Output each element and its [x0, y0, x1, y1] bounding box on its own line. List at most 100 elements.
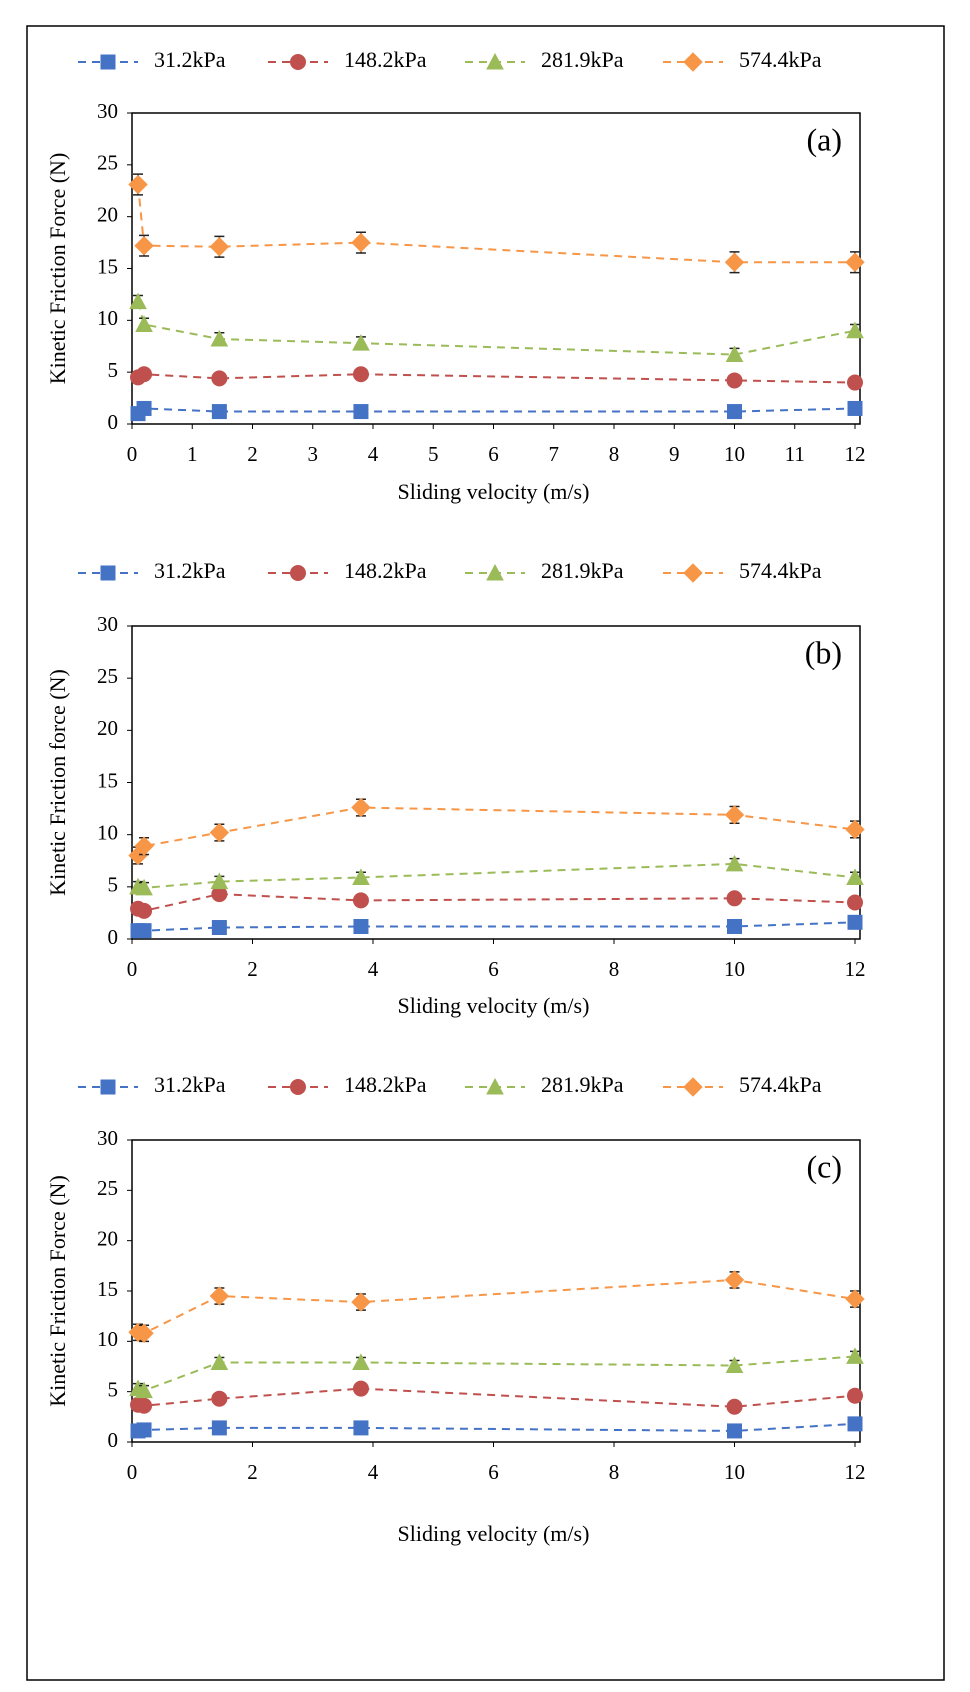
legend-marker [100, 565, 116, 581]
data-point [847, 374, 863, 391]
x-tick-label: 8 [609, 1460, 620, 1484]
data-point [134, 836, 154, 856]
data-point [352, 868, 370, 885]
y-tick-label: 0 [108, 925, 119, 949]
x-tick-label: 7 [549, 442, 560, 466]
x-tick-label: 0 [127, 957, 138, 981]
data-point [136, 400, 152, 416]
data-point [727, 918, 742, 934]
x-tick-label: 10 [724, 1460, 745, 1484]
legend-marker [683, 52, 703, 72]
x-tick-label: 12 [845, 957, 866, 981]
data-point [136, 1397, 153, 1414]
data-point [847, 400, 863, 416]
x-tick-label: 4 [368, 1460, 379, 1484]
data-point [209, 237, 230, 257]
series-line [137, 407, 856, 415]
y-tick-label: 5 [108, 1377, 119, 1401]
data-point [351, 1292, 371, 1312]
x-tick-label: 9 [669, 442, 680, 466]
data-point [725, 345, 744, 363]
y-tick-label: 30 [97, 99, 118, 123]
data-point [726, 890, 743, 907]
data-point [352, 366, 369, 383]
data-point [847, 1387, 863, 1404]
data-point [209, 822, 230, 843]
data-point [211, 404, 227, 420]
x-tick-label: 10 [724, 442, 745, 466]
data-point [727, 404, 742, 420]
series-line [137, 184, 855, 264]
x-tick-label: 6 [488, 442, 499, 466]
legend-marker [100, 1079, 116, 1095]
data-point [136, 1422, 152, 1438]
legend-label: 281.9kPa [541, 558, 624, 583]
data-point [352, 1353, 370, 1370]
y-tick-label: 10 [97, 1327, 118, 1351]
data-point [210, 1353, 229, 1370]
y-tick-label: 30 [97, 1126, 118, 1150]
y-tick-label: 0 [108, 1428, 119, 1452]
series-line [137, 373, 856, 384]
legend-marker [683, 1077, 703, 1097]
data-point [210, 329, 229, 347]
y-tick-label: 20 [97, 202, 118, 226]
data-point [351, 797, 371, 818]
data-point [353, 404, 369, 420]
data-point [136, 923, 152, 939]
data-point [136, 902, 153, 919]
x-tick-label: 0 [127, 1460, 138, 1484]
data-point [136, 366, 153, 383]
series-line [138, 921, 856, 932]
data-point [352, 1380, 369, 1397]
y-tick-label: 30 [97, 612, 118, 636]
x-tick-label: 2 [247, 957, 258, 981]
panel-label: (b) [805, 634, 842, 670]
legend-marker [290, 565, 306, 581]
legend-label: 574.4kPa [739, 558, 822, 583]
data-point [726, 1398, 743, 1415]
data-point [726, 372, 743, 389]
data-point [725, 854, 744, 872]
series-line [137, 806, 856, 857]
data-point [134, 1323, 154, 1343]
y-tick-label: 10 [97, 306, 118, 330]
legend-marker [486, 52, 504, 70]
y-tick-label: 25 [97, 151, 118, 175]
series-line [137, 1387, 856, 1408]
legend-label: 148.2kPa [344, 1072, 427, 1097]
data-point [211, 1390, 228, 1407]
figure-border [26, 25, 945, 1681]
legend-label: 574.4kPa [739, 47, 822, 72]
y-tick-label: 20 [97, 716, 118, 740]
legend-marker [290, 54, 306, 70]
x-tick-label: 12 [845, 442, 866, 466]
data-point [353, 1420, 369, 1436]
series-line [137, 1355, 856, 1392]
plot-frame [131, 625, 861, 940]
y-tick-label: 15 [97, 1277, 118, 1301]
x-axis-title: Sliding velocity (m/s) [398, 479, 590, 504]
x-axis-title: Sliding velocity (m/s) [398, 1521, 590, 1546]
legend-marker [486, 563, 504, 581]
data-point [211, 370, 228, 387]
legend-marker [486, 1077, 504, 1095]
y-tick-label: 5 [108, 873, 119, 897]
y-axis-title: Kinetic Friction Force (N) [45, 153, 70, 385]
y-tick-label: 25 [97, 664, 118, 688]
legend-label: 281.9kPa [541, 1072, 624, 1097]
legend-label: 31.2kPa [154, 558, 226, 583]
data-point [846, 321, 864, 339]
x-tick-label: 6 [488, 957, 499, 981]
data-point [129, 292, 147, 310]
data-point [209, 1286, 230, 1306]
x-tick-label: 11 [785, 442, 805, 466]
data-point [724, 1270, 745, 1290]
data-point [135, 878, 153, 896]
legend-label: 148.2kPa [344, 558, 427, 583]
y-tick-label: 15 [97, 254, 118, 278]
data-point [210, 872, 229, 890]
x-tick-label: 4 [368, 442, 379, 466]
data-point [845, 1289, 865, 1309]
